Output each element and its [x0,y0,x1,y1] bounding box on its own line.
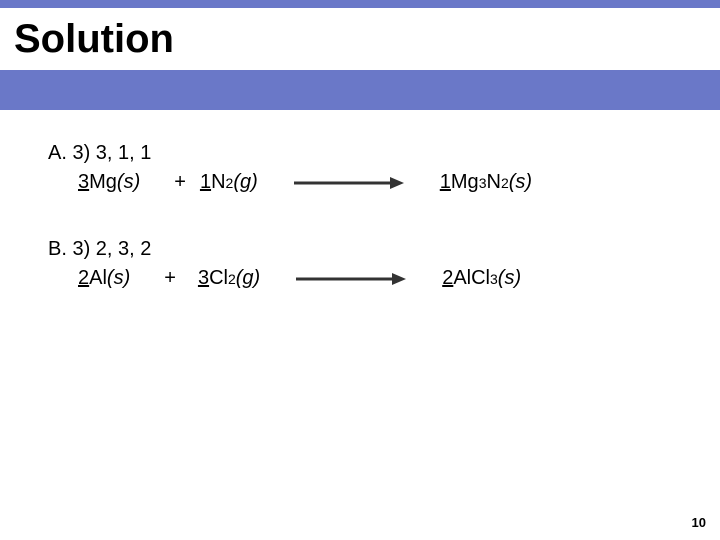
plus-a: + [174,171,186,194]
slide-title: Solution [14,17,174,62]
product-b: 2AlCl3(s) [442,267,521,290]
reactant-b1: 2Al(s) [78,267,130,290]
reaction-arrow-a [294,175,404,191]
reactant-a1: 3Mg(s) [78,171,140,194]
reactant-b2: 3Cl2(g) [198,267,260,290]
slide-body: A. 3) 3, 1, 1 3Mg(s) + 1N2(g) 1Mg3N2(s) … [0,110,720,540]
slide-header: Solution [0,0,720,110]
equation-a: 3Mg(s) + 1N2(g) 1Mg3N2(s) [78,171,672,194]
answer-line-b: B. 3) 2, 3, 2 [48,238,672,261]
equation-b: 2Al(s) + 3Cl2(g) 2AlCl3(s) [78,267,672,290]
answer-line-a: A. 3) 3, 1, 1 [48,142,672,165]
reactant-a2: 1N2(g) [200,171,258,194]
title-bar: Solution [0,8,720,70]
reaction-arrow-b [296,271,406,287]
product-a: 1Mg3N2(s) [440,171,532,194]
page-number: 10 [692,515,706,530]
plus-b: + [164,267,176,290]
